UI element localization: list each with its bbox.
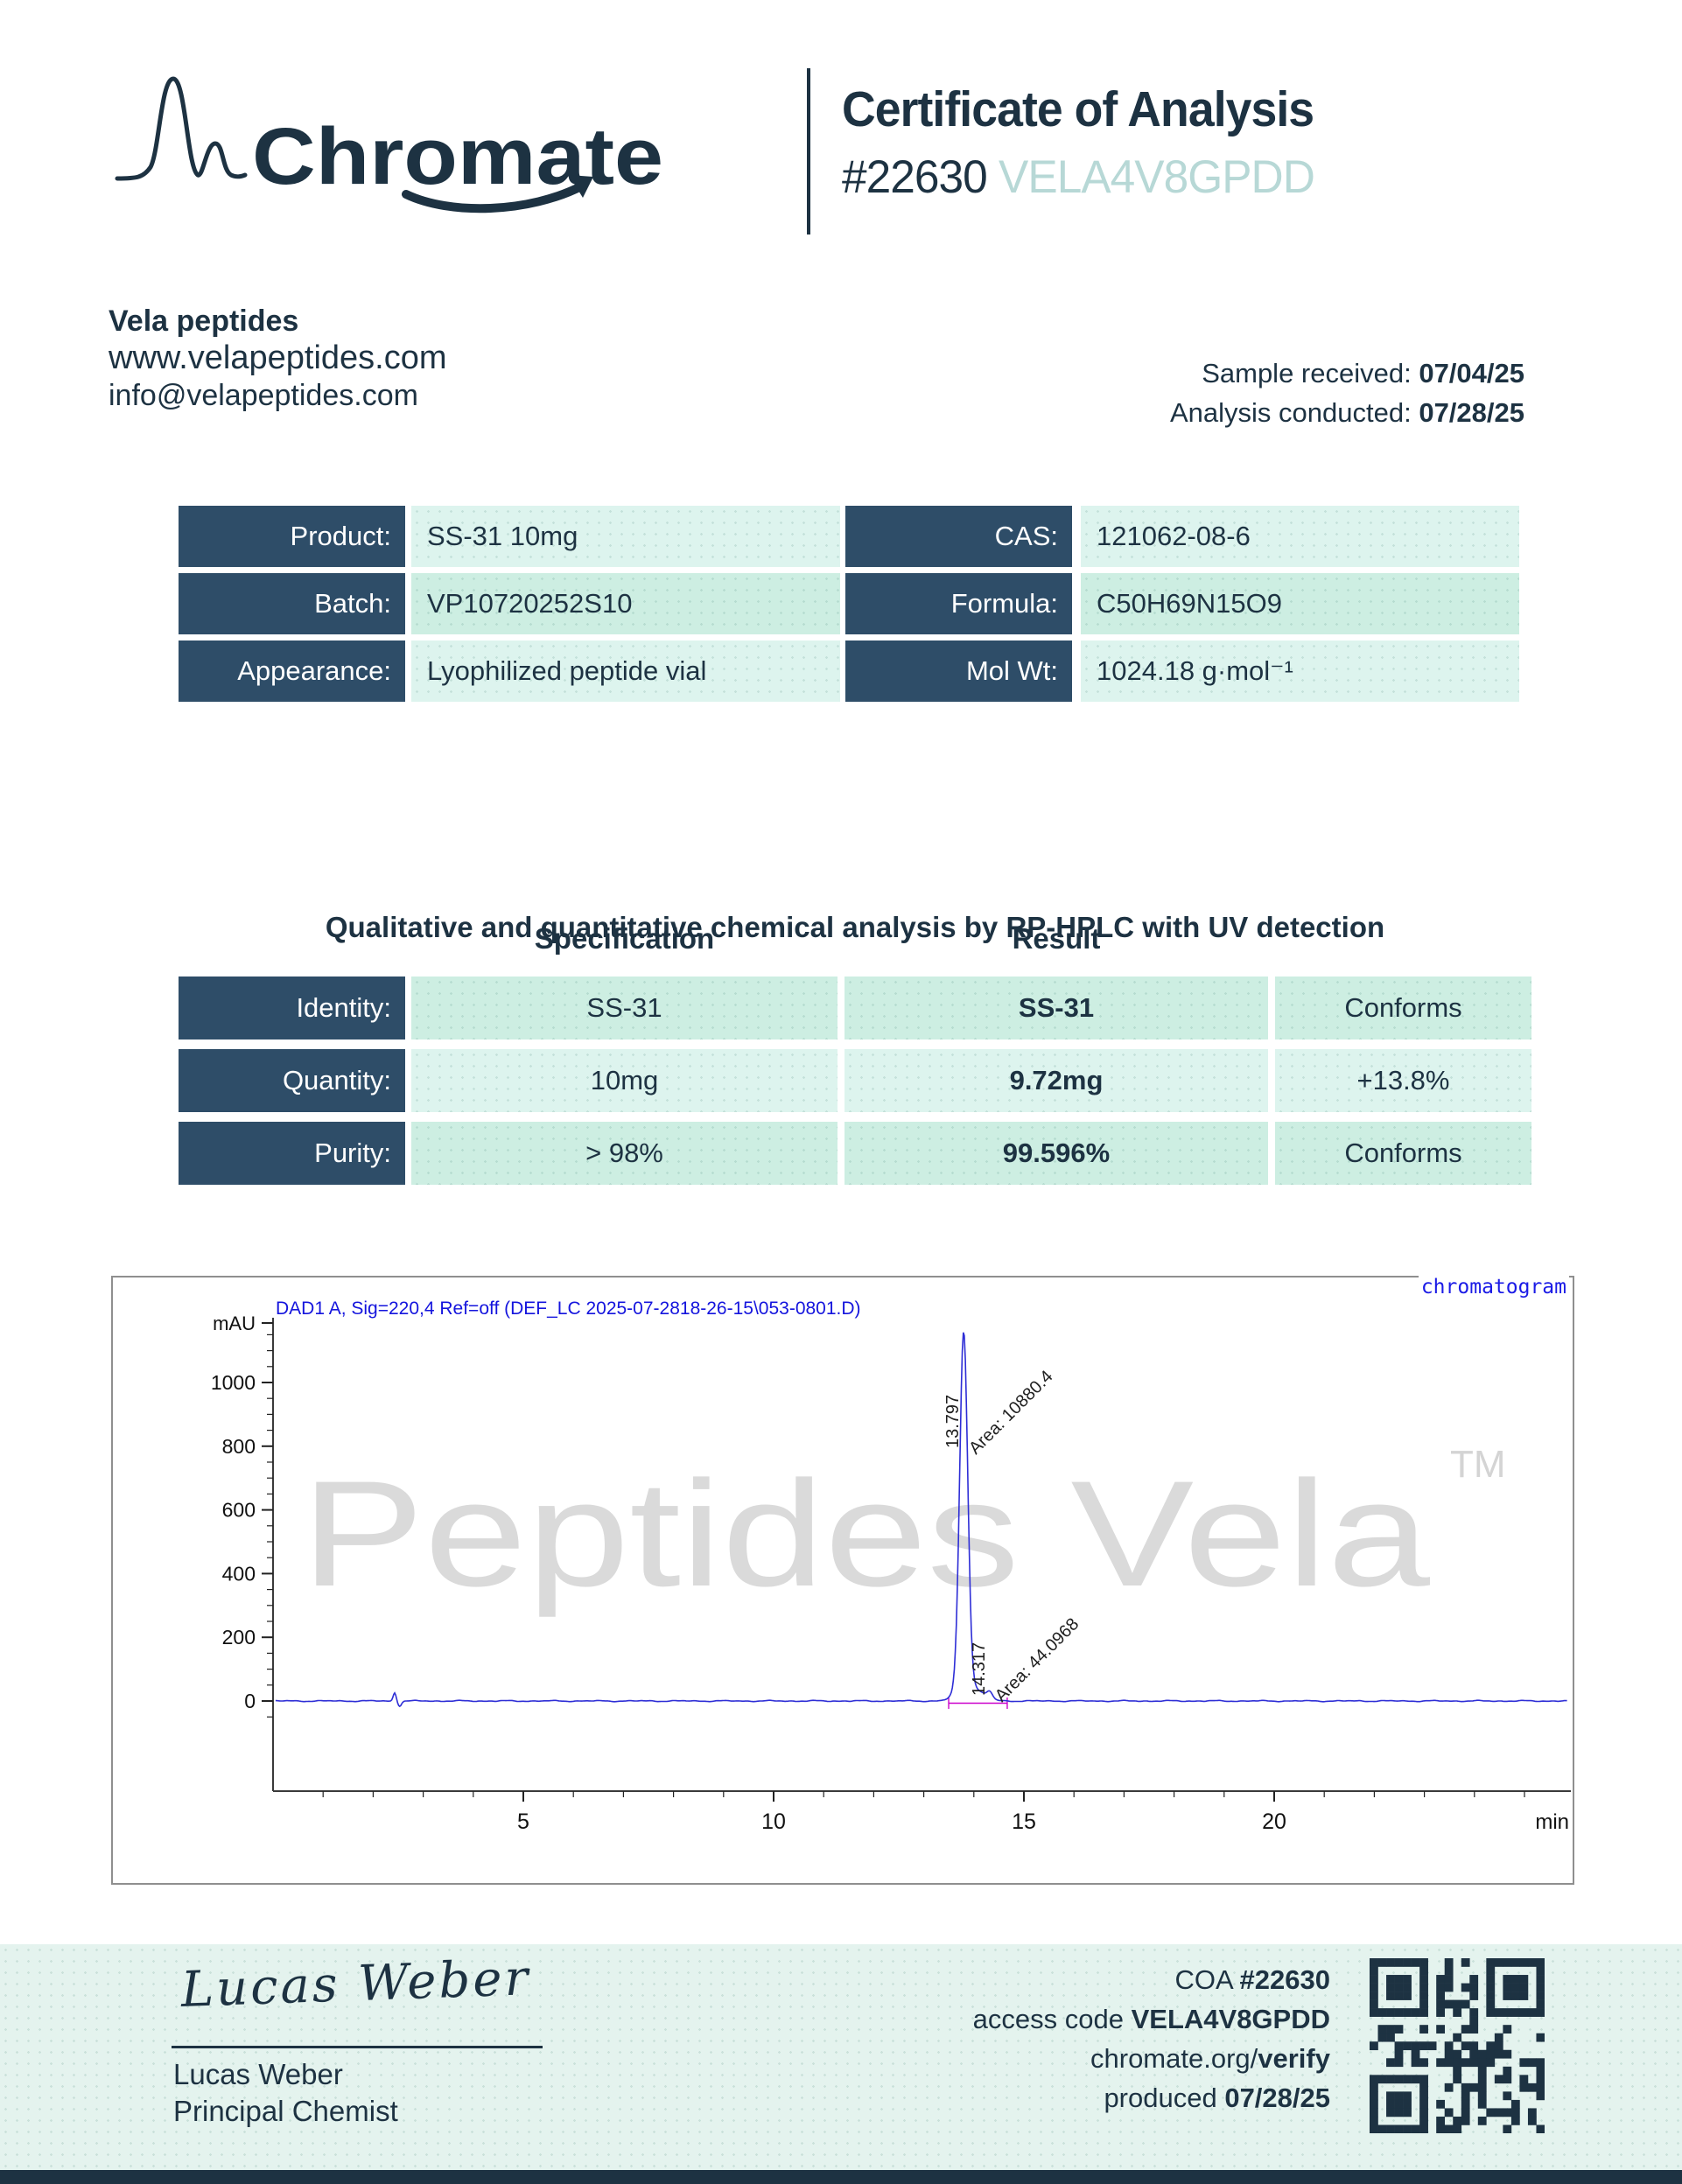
analysis-conducted-date: 07/28/25 (1419, 397, 1524, 428)
identity-status: Conforms (1275, 976, 1531, 1040)
molwt-value: 1024.18 g·mol⁻¹ (1081, 640, 1519, 702)
chromate-logo: Chromate (115, 76, 663, 214)
batch-value: VP10720252S10 (411, 573, 840, 634)
chromatogram-peak-icon (115, 76, 248, 181)
peak-area-label: Area: 44.0968 (992, 1614, 1083, 1705)
purity-result: 99.596% (845, 1122, 1268, 1185)
sample-received-line: Sample received: 07/04/25 (1202, 358, 1524, 388)
quantity-result: 9.72mg (845, 1049, 1268, 1112)
watermark-tm: TM (1450, 1443, 1506, 1486)
access-code-line: access code VELA4V8GPDD (972, 2004, 1330, 2034)
analysis-conducted-line: Analysis conducted: 07/28/25 (1170, 397, 1524, 428)
page-title: Certificate of Analysis (842, 81, 1314, 137)
product-label: Product: (179, 506, 405, 567)
signature: Lucas Weber (179, 1950, 532, 2019)
company-email: info@velapeptides.com (109, 379, 418, 412)
svg-text:5: 5 (517, 1810, 529, 1834)
verify-url-line: chromate.org/verify (1090, 2043, 1330, 2074)
svg-text:200: 200 (222, 1626, 256, 1648)
svg-text:1000: 1000 (211, 1371, 256, 1394)
molwt-label: Mol Wt: (845, 640, 1072, 702)
quantity-spec: 10mg (411, 1049, 837, 1112)
svg-text:20: 20 (1262, 1810, 1286, 1834)
svg-text:0: 0 (244, 1690, 256, 1712)
identity-spec: SS-31 (411, 976, 837, 1040)
y-axis-unit: mAU (213, 1312, 256, 1334)
verification-block: COA #22630 access code VELA4V8GPDD chrom… (973, 1960, 1330, 2118)
header-divider (807, 68, 810, 234)
peak-area-label: Area: 10880.4 (965, 1367, 1056, 1458)
produced-date-line: produced 07/28/25 (1104, 2082, 1330, 2113)
batch-label: Batch: (179, 573, 405, 634)
chromatogram-signal-title: DAD1 A, Sig=220,4 Ref=off (DEF_LC 2025-0… (276, 1298, 861, 1319)
peak-rt-label: 13.797 (943, 1395, 963, 1448)
chromatogram-panel: DAD1 A, Sig=220,4 Ref=off (DEF_LC 2025-0… (111, 1276, 1574, 1885)
coa-number: #22630 (842, 151, 988, 203)
coa-number-line: COA #22630 (1174, 1964, 1330, 1995)
method-title: Qualitative and quantitative chemical an… (325, 911, 1385, 943)
access-code: VELA4V8GPDD (999, 151, 1315, 203)
formula-value: C50H69N15O9 (1081, 573, 1519, 634)
svg-text:600: 600 (222, 1499, 256, 1522)
svg-text:10: 10 (761, 1810, 786, 1834)
smile-arrow-tip (569, 175, 593, 198)
cas-label: CAS: (845, 506, 1072, 567)
quantity-label: Quantity: (179, 1049, 405, 1112)
product-value: SS-31 10mg (411, 506, 840, 567)
formula-label: Formula: (845, 573, 1072, 634)
signal-trace (275, 1332, 1567, 1708)
chromatogram-corner-label: chromatogram (1418, 1276, 1569, 1298)
coa-subtitle: #22630 VELA4V8GPDD (842, 150, 1315, 204)
signature-line (172, 2046, 543, 2048)
purity-status: Conforms (1275, 1122, 1531, 1185)
chromatogram-plot: Peptides Vela TM 0 200 400 600 800 1000 mAU 5 10 15… (211, 1312, 1571, 1834)
cas-value: 121062-08-6 (1081, 506, 1519, 567)
specification-column-header: Specification (534, 922, 715, 955)
x-axis-unit: min (1535, 1810, 1569, 1834)
result-column-header: Result (1012, 922, 1101, 955)
logo-wordmark: Chromate (252, 112, 663, 201)
watermark: Peptides Vela (301, 1450, 1430, 1618)
purity-label: Purity: (179, 1122, 405, 1185)
appearance-value: Lyophilized peptide vial (411, 640, 840, 702)
qr-code (1370, 1958, 1545, 2133)
signatory-title: Principal Chemist (173, 2095, 398, 2127)
sample-received-date: 07/04/25 (1419, 358, 1524, 388)
company-name: Vela peptides (109, 304, 299, 338)
quantity-status: +13.8% (1275, 1049, 1531, 1112)
svg-text:15: 15 (1012, 1810, 1036, 1834)
appearance-label: Appearance: (179, 640, 405, 702)
signatory-name: Lucas Weber (173, 2058, 343, 2090)
svg-text:400: 400 (222, 1562, 256, 1585)
peak-rt-label: 14.317 (970, 1642, 989, 1696)
purity-spec: > 98% (411, 1122, 837, 1185)
footer-accent-bar (0, 2170, 1682, 2184)
company-website: www.velapeptides.com (109, 340, 447, 376)
smile-swoosh-icon (402, 181, 587, 214)
analysis-dates: Sample received: 07/04/25 Analysis condu… (1170, 354, 1524, 432)
svg-text:800: 800 (222, 1435, 256, 1458)
identity-result: SS-31 (845, 976, 1268, 1040)
identity-label: Identity: (179, 976, 405, 1040)
